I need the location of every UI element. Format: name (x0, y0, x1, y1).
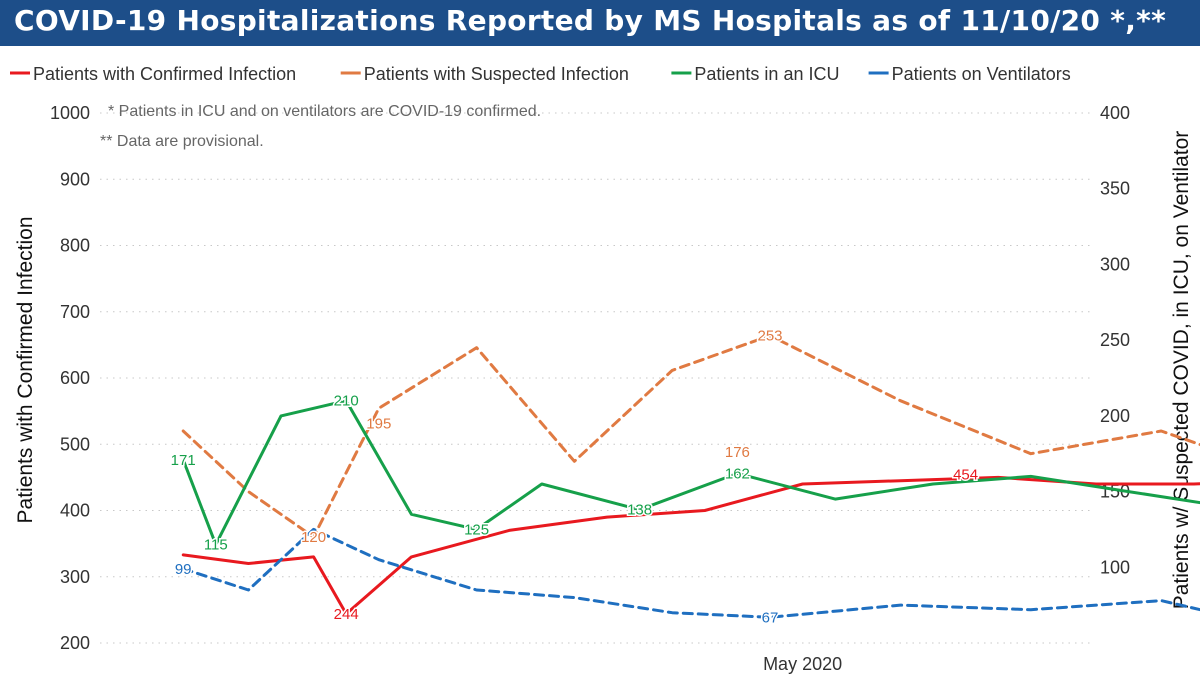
y-left-tick-label: 500 (60, 434, 90, 454)
y-right-tick-label: 150 (1100, 482, 1130, 502)
series-line-ventilators (181, 527, 1200, 619)
data-label-ventilators: 67 (762, 609, 779, 626)
chart-canvas: Patients with Confirmed Infection Patient… (10, 64, 1200, 674)
note-icu-ventilators: * Patients in ICU and on ventilators are… (108, 103, 541, 120)
data-label-icu: 115 (204, 537, 228, 554)
series-line-icu (181, 399, 1200, 547)
legend-label-ventilators: Patients on Ventilators (892, 64, 1071, 84)
y-left-tick-label: 600 (60, 368, 90, 388)
y-left-tick-label: 1000 (50, 103, 90, 123)
y-left-tick-label: 300 (60, 567, 90, 587)
y-left-tick-label: 900 (60, 169, 90, 189)
series-line-suspected (181, 334, 1200, 539)
series-lines (181, 334, 1200, 619)
y-left-tick-label: 200 (60, 633, 90, 653)
data-label-ventilators: 99 (175, 561, 192, 578)
y-axis-right-title: Patients w/ Suspected COVID, in ICU, on … (1170, 131, 1193, 610)
y-left-tick-label: 800 (60, 236, 90, 256)
x-axis-ticks: May 2020Jun 2020Jul 2020Aug 2020Sep 2020… (763, 654, 842, 674)
data-label-icu: 210 (334, 393, 359, 410)
y-left-tick-label: 700 (60, 302, 90, 322)
legend-label-confirmed: Patients with Confirmed Infection (33, 64, 296, 84)
x-tick-label: May 2020 (763, 654, 842, 674)
gridlines (100, 112, 1090, 644)
data-label-confirmed: 244 (334, 606, 359, 623)
y-right-tick-label: 200 (1100, 406, 1130, 426)
chart-title: COVID-19 Hospitalizations Reported by MS… (14, 4, 1167, 37)
y-right-tick-label: 100 (1100, 557, 1130, 577)
legend-label-suspected: Patients with Suspected Infection (364, 64, 629, 84)
y-right-tick-label: 250 (1100, 330, 1130, 350)
data-label-icu: 171 (171, 452, 196, 469)
data-label-icu: 125 (464, 521, 489, 538)
data-label-suspected: 195 (366, 415, 391, 432)
y-right-tick-label: 350 (1100, 179, 1130, 199)
y-axis-right-ticks: 100 150 200 250 300 350 400 (1100, 103, 1130, 577)
data-labels: 2444544064764033586479849146546095606691… (169, 326, 979, 628)
y-right-tick-label: 300 (1100, 254, 1130, 274)
y-axis-left-title: Patients with Confirmed Infection (14, 217, 37, 524)
data-label-icu: 162 (725, 465, 750, 482)
data-label-confirmed: 454 (953, 467, 978, 484)
chart-legend: Patients with Confirmed Infection Patient… (10, 64, 1071, 84)
y-left-tick-label: 400 (60, 501, 90, 521)
title-bar: COVID-19 Hospitalizations Reported by MS… (0, 0, 1200, 46)
data-label-icu: 138 (627, 502, 652, 519)
legend-label-icu: Patients in an ICU (694, 64, 839, 84)
data-label-suspected: 176 (725, 444, 750, 461)
y-right-tick-label: 400 (1100, 103, 1130, 123)
note-provisional: ** Data are provisional. (100, 133, 264, 150)
y-axis-left-ticks: 200 300 400 500 600 700 800 900 1000 (50, 103, 90, 653)
data-label-suspected: 253 (757, 328, 782, 345)
data-label-suspected: 120 (301, 529, 326, 546)
